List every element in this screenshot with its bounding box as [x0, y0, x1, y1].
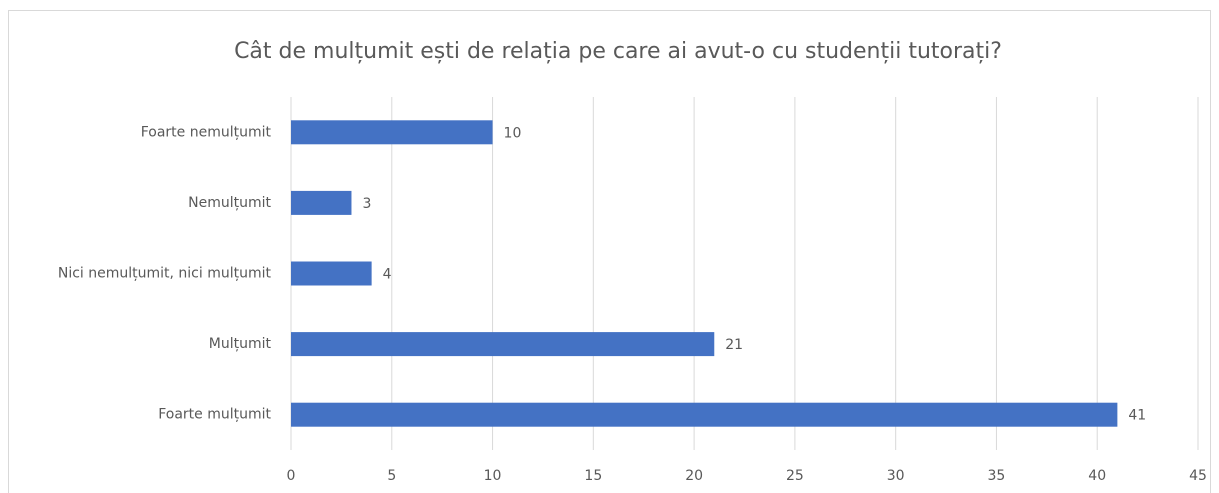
x-tick-label: 15 [584, 468, 602, 484]
bar [291, 402, 1118, 427]
data-label: 21 [725, 337, 743, 353]
x-tick-label: 5 [387, 468, 396, 484]
x-tick-label: 45 [1189, 468, 1207, 484]
bar [291, 120, 493, 145]
y-tick-label: Foarte mulțumit [158, 407, 271, 423]
y-tick-label: Nici nemulțumit, nici mulțumit [58, 266, 272, 282]
x-tick-label: 10 [484, 468, 502, 484]
x-tick-label: 25 [786, 468, 804, 484]
bar [291, 190, 352, 215]
chart-title: Cât de mulțumit ești de relația pe care … [234, 39, 1002, 64]
y-tick-label: Nemulțumit [188, 195, 271, 211]
x-tick-label: 30 [887, 468, 905, 484]
y-tick-label: Mulțumit [209, 336, 272, 352]
bar [291, 261, 372, 286]
x-tick-label: 20 [685, 468, 703, 484]
x-tick-label: 35 [988, 468, 1006, 484]
x-tick-label: 40 [1088, 468, 1106, 484]
x-tick-label: 0 [287, 468, 296, 484]
bar [291, 332, 715, 357]
data-label: 10 [504, 125, 522, 141]
data-label: 3 [362, 196, 371, 212]
data-label: 4 [383, 267, 392, 283]
y-tick-label: Foarte nemulțumit [141, 124, 272, 140]
data-label: 41 [1128, 408, 1146, 424]
